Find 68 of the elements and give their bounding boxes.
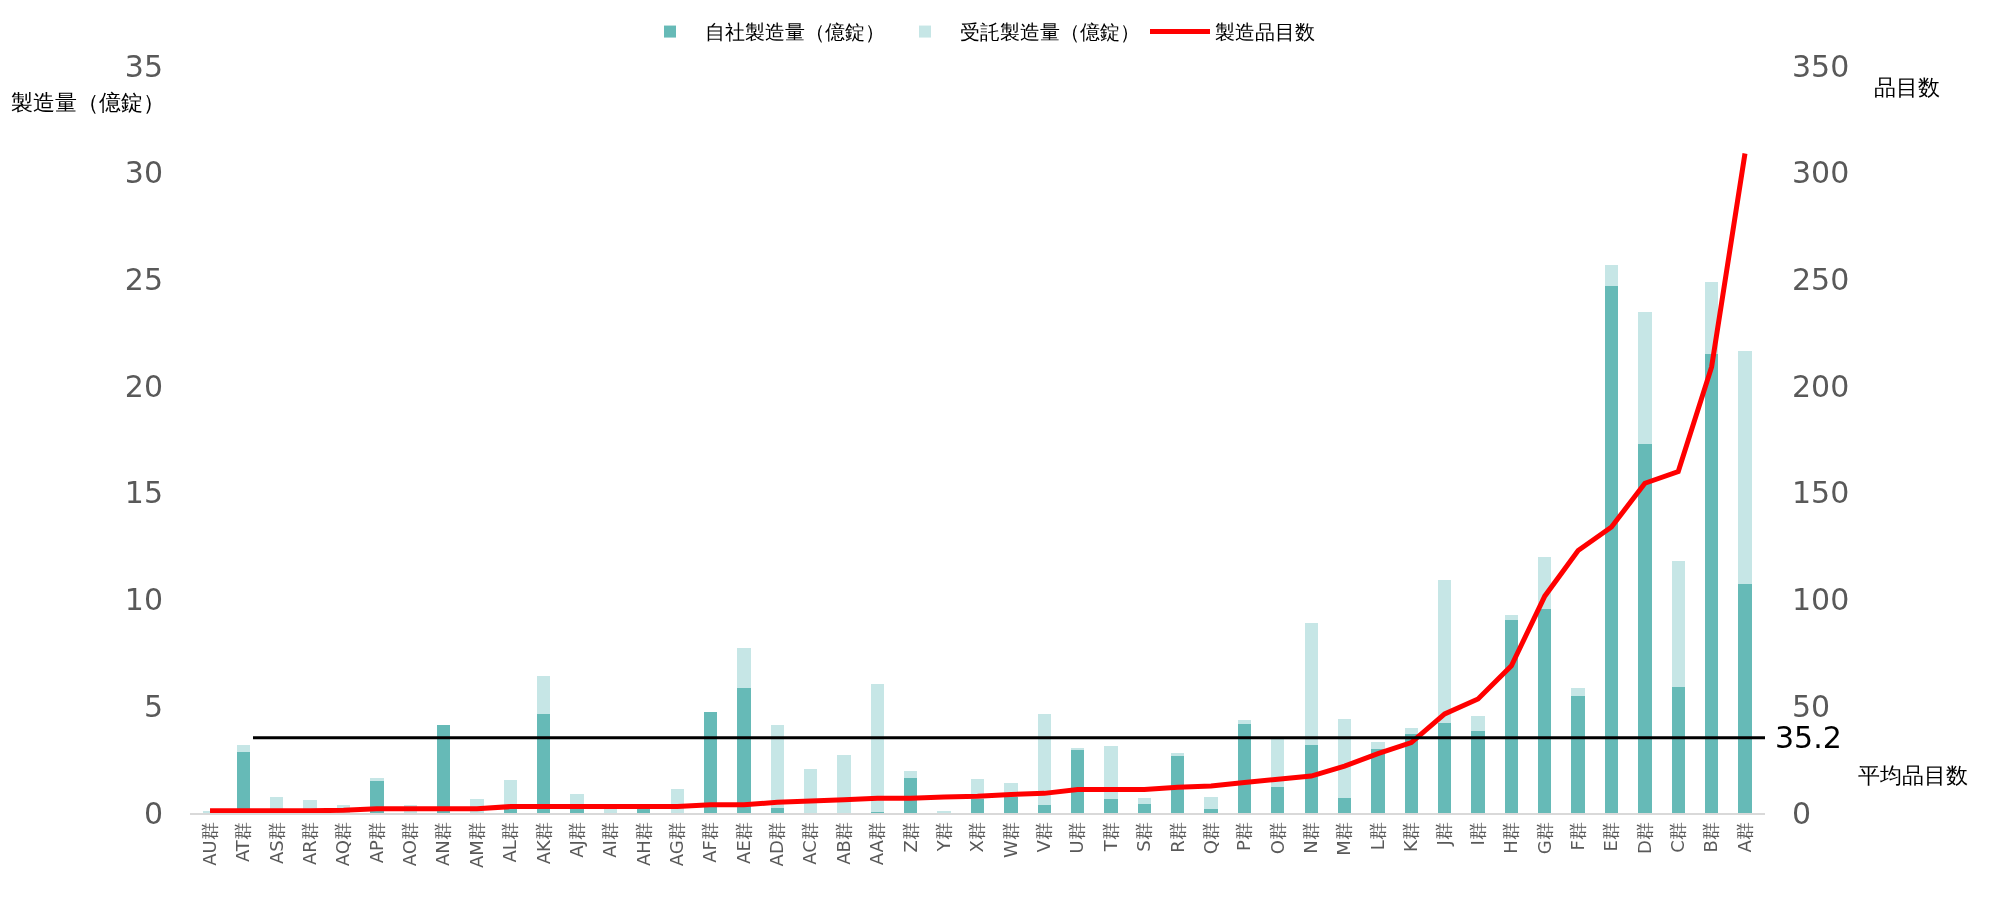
x-tick-label: T群 bbox=[1099, 822, 1121, 853]
x-tick-label: AB群 bbox=[832, 822, 854, 865]
x-tick-label: Y群 bbox=[932, 822, 954, 853]
y-tick-label: 5 bbox=[143, 688, 163, 724]
x-tick-label: AK群 bbox=[532, 822, 554, 865]
x-tick-label: D群 bbox=[1633, 822, 1655, 855]
x-tick-label: AO群 bbox=[399, 822, 421, 867]
x-tick-label: AN群 bbox=[432, 822, 454, 866]
x-tick-label: L群 bbox=[1366, 822, 1388, 851]
x-tick-label: U群 bbox=[1066, 822, 1088, 854]
legend-label: 受託製造量（億錠） bbox=[960, 20, 1140, 45]
y-tick-label: 15 bbox=[124, 475, 163, 511]
x-tick-label: C群 bbox=[1667, 822, 1689, 853]
x-tick-label: P群 bbox=[1233, 822, 1255, 852]
y-axis-title: 製造量（億錠） bbox=[11, 90, 165, 115]
y2-tick-label: 100 bbox=[1792, 582, 1850, 618]
x-tick-label: AC群 bbox=[799, 822, 821, 865]
x-tick-label: F群 bbox=[1566, 822, 1588, 851]
x-tick-label: N群 bbox=[1300, 822, 1322, 854]
x-tick-label: AQ群 bbox=[332, 822, 354, 867]
y2-tick-label: 150 bbox=[1792, 475, 1850, 511]
x-tick-label: AG群 bbox=[666, 822, 688, 867]
x-tick-label: AR群 bbox=[298, 822, 320, 866]
x-tick-label: A群 bbox=[1733, 822, 1755, 853]
text: 平均品目数 bbox=[1858, 763, 1968, 788]
x-tick-label: O群 bbox=[1266, 822, 1288, 855]
x-tick-label: AE群 bbox=[732, 822, 754, 864]
x-tick-label: AU群 bbox=[198, 822, 220, 866]
y2-tick-label: 250 bbox=[1792, 261, 1850, 297]
x-tick-label: E群 bbox=[1600, 822, 1622, 852]
x-tick-label: AF群 bbox=[699, 822, 721, 863]
y-tick-label: 10 bbox=[124, 582, 163, 618]
x-tick-label: I群 bbox=[1466, 822, 1488, 846]
x-tick-label: AM群 bbox=[465, 822, 487, 869]
x-tick-label: J群 bbox=[1433, 822, 1455, 847]
x-tick-label: R群 bbox=[1166, 822, 1188, 853]
x-tick-label: AD群 bbox=[766, 822, 788, 867]
x-tick-label: AJ群 bbox=[565, 822, 587, 858]
x-tick-label: W群 bbox=[999, 822, 1021, 859]
y-tick-label: 35 bbox=[124, 48, 163, 84]
y-tick-label: 25 bbox=[124, 261, 163, 297]
x-tick-label: Z群 bbox=[899, 822, 921, 853]
x-tick-label: AI群 bbox=[599, 822, 621, 858]
y-tick-label: 0 bbox=[143, 795, 163, 831]
y-tick-label: 20 bbox=[124, 368, 163, 404]
y2-tick-label: 200 bbox=[1792, 368, 1850, 404]
x-tick-label: Q群 bbox=[1199, 822, 1221, 855]
x-tick-label: M群 bbox=[1333, 822, 1355, 856]
y2-tick-label: 0 bbox=[1792, 795, 1812, 831]
x-tick-label: AA群 bbox=[866, 822, 888, 866]
y2-axis-title: 品目数 bbox=[1874, 75, 1940, 100]
x-tick-label: AH群 bbox=[632, 822, 654, 867]
y2-tick-label: 300 bbox=[1792, 155, 1850, 191]
legend-label: 自社製造量（億錠） bbox=[705, 20, 885, 45]
x-tick-label: V群 bbox=[1033, 822, 1055, 853]
x-tick-label: AT群 bbox=[232, 822, 254, 863]
y2-tick-label: 350 bbox=[1792, 48, 1850, 84]
x-tick-label: B群 bbox=[1700, 822, 1722, 853]
x-tick-label: K群 bbox=[1400, 822, 1422, 853]
x-tick-label: S群 bbox=[1133, 822, 1155, 852]
x-tick-label: AS群 bbox=[265, 822, 287, 864]
x-tick-label: AP群 bbox=[365, 822, 387, 864]
legend-label: 製造品目数 bbox=[1215, 20, 1315, 45]
x-tick-label: X群 bbox=[966, 822, 988, 853]
x-tick-label: AL群 bbox=[499, 822, 521, 863]
y-tick-label: 30 bbox=[124, 155, 163, 191]
x-tick-label: G群 bbox=[1533, 822, 1555, 855]
x-tick-label: H群 bbox=[1500, 822, 1522, 854]
